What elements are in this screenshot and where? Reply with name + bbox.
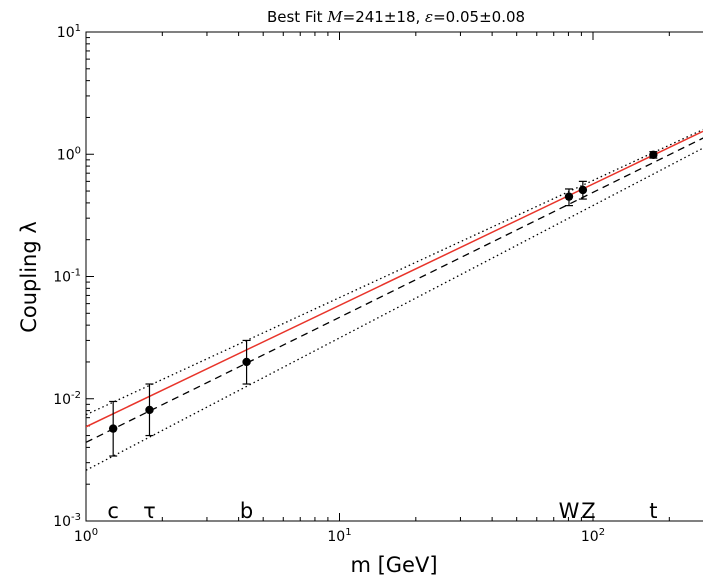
particle-label: c <box>107 499 119 523</box>
fit-line-dotted-3 <box>86 147 703 471</box>
particle-label: t <box>649 499 657 523</box>
x-axis-label: m [GeV] <box>350 553 437 577</box>
fit-line-dashed-1 <box>86 137 703 443</box>
x-tick-label: 102 <box>581 527 605 545</box>
data-point <box>564 192 574 201</box>
fit-line-solid-0 <box>86 130 703 428</box>
y-tick-label: 100 <box>57 145 81 163</box>
y-tick-label: 10-1 <box>53 268 81 286</box>
data-point <box>145 405 154 415</box>
particle-label: τ <box>143 499 156 523</box>
data-point <box>649 150 658 159</box>
data-point <box>242 357 251 367</box>
title-mass-symbol: M <box>326 8 343 26</box>
title-separator: , <box>416 8 426 26</box>
particle-label: b <box>240 499 253 523</box>
plot-frame <box>85 31 703 522</box>
fit-line-dotted-2 <box>86 128 703 416</box>
data-point <box>108 424 118 433</box>
x-tick-label: 100 <box>74 527 98 545</box>
title-mass-value: =241±18 <box>343 8 416 26</box>
y-tick-label: 10-2 <box>53 390 81 408</box>
particle-label: Z <box>581 499 595 523</box>
y-axis-label: Coupling λ <box>17 221 41 333</box>
title-epsilon-value: =0.05±0.08 <box>433 8 525 26</box>
y-tick-label: 10-3 <box>53 512 81 530</box>
chart-title: Best Fit M=241±18, ε=0.05±0.08 <box>267 8 525 26</box>
particle-label: W <box>559 499 580 523</box>
title-prefix: Best Fit <box>267 8 327 26</box>
title-epsilon-symbol: ε <box>425 8 433 26</box>
data-point <box>578 185 588 195</box>
x-tick-label: 101 <box>327 527 351 545</box>
y-tick-label: 101 <box>57 23 81 41</box>
